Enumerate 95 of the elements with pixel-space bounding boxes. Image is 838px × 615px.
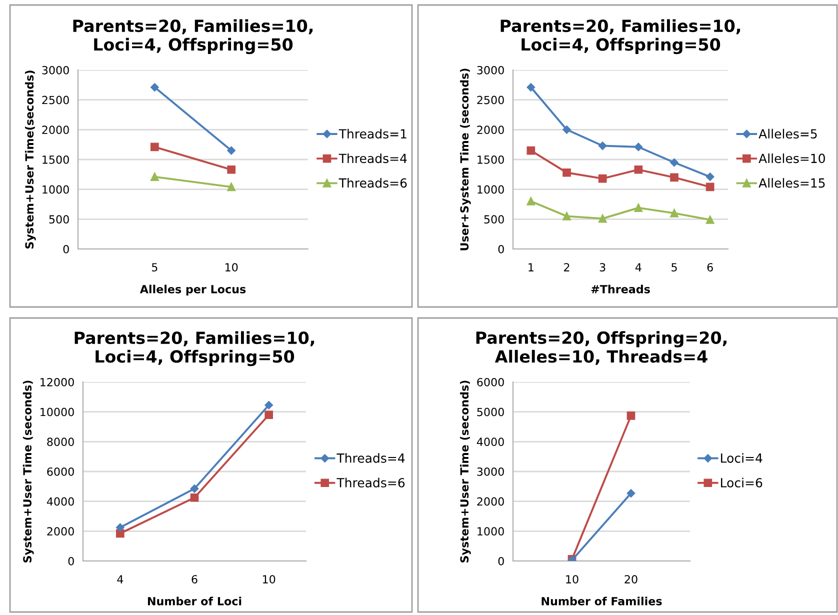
point	[264, 410, 273, 419]
point	[227, 146, 236, 155]
x-tick-label: 4	[635, 263, 642, 272]
chart-title: Parents=20, Families=10, Loci=4, Offspring=50	[500, 19, 740, 54]
point	[634, 165, 643, 174]
legend-label: Alleles=5	[758, 128, 817, 139]
x-tick-label: 10	[225, 263, 238, 272]
y-tick-label: 6000	[477, 378, 504, 386]
legend-label: Threads=6	[336, 478, 405, 488]
y-tick-label: 1000	[478, 185, 504, 194]
y-tick-label: 1000	[42, 185, 69, 194]
y-tick-label: 0	[498, 244, 504, 254]
legend-label: Threads=1	[338, 128, 406, 139]
point	[626, 412, 636, 420]
point	[116, 529, 124, 538]
point	[634, 204, 643, 212]
legend-label: Threads=6	[338, 178, 407, 188]
legend-label: Threads=4	[338, 153, 407, 164]
y-tick-label: 500	[49, 215, 69, 224]
point	[562, 168, 571, 177]
point	[150, 83, 159, 92]
x-tick-label: 10	[262, 575, 276, 584]
y-tick-label: 3000	[477, 66, 504, 74]
y-tick-label: 1500	[478, 155, 504, 164]
point	[264, 400, 273, 410]
y-tick-label: 2000	[42, 126, 69, 134]
point	[598, 214, 607, 223]
x-tick-label: 5	[672, 263, 677, 272]
point	[670, 209, 678, 218]
point	[670, 158, 678, 167]
y-tick-label: 2500	[477, 96, 504, 104]
x-tick-label: 2	[564, 263, 570, 272]
legend-label: Alleles=10	[758, 153, 825, 164]
y-tick-label: 0	[63, 244, 69, 254]
x-tick-label: 20	[624, 575, 638, 584]
y-tick-label: 0	[498, 556, 504, 566]
point	[526, 83, 536, 92]
y-tick-label: 6000	[47, 467, 74, 476]
y-tick-label: 4000	[46, 497, 74, 506]
legend-label: Loci=4	[721, 453, 762, 463]
point	[626, 489, 636, 498]
y-tick-label: 2000	[477, 126, 504, 134]
y-tick-label: 10000	[40, 408, 74, 416]
legend-label: Threads=4	[336, 453, 405, 463]
point	[598, 174, 607, 183]
x-tick-label: 4	[117, 575, 124, 584]
point	[670, 173, 678, 182]
point	[150, 142, 159, 152]
point	[526, 197, 536, 206]
x-tick-label: 3	[600, 263, 606, 272]
y-tick-label: 500	[484, 215, 504, 224]
x-axis-title: Alleles per Locus	[140, 284, 246, 296]
y-axis-title: System+User Time (seconds)	[460, 380, 471, 562]
y-tick-label: 5000	[477, 408, 504, 416]
point	[150, 172, 159, 181]
point	[190, 493, 199, 502]
x-axis-title: Number of Families	[542, 596, 662, 606]
y-axis-title: User+System Time (seconds)	[460, 68, 471, 250]
y-tick-label: 3000	[477, 467, 504, 476]
point	[116, 523, 124, 532]
x-tick-label: 10	[566, 575, 578, 584]
x-tick-label: 6	[192, 575, 198, 584]
y-tick-label: 3000	[42, 66, 69, 74]
x-tick-label: 6	[707, 263, 713, 272]
point	[190, 484, 199, 493]
y-tick-label: 2500	[42, 96, 69, 104]
point	[562, 212, 571, 220]
point	[227, 182, 236, 192]
y-tick-label: 2000	[477, 497, 504, 506]
point	[706, 172, 714, 181]
y-tick-label: 8000	[47, 438, 74, 446]
y-tick-label: 1500	[42, 155, 69, 164]
y-tick-label: 1000	[478, 527, 504, 536]
point	[634, 142, 643, 152]
chart-title: Parents=20, Families=10, Loci=4, Offspring=50	[73, 19, 313, 54]
y-axis-title: System+User Time (seconds)	[22, 380, 34, 562]
point	[706, 182, 714, 192]
point	[562, 126, 571, 134]
y-tick-label: 2000	[47, 527, 74, 536]
x-axis-title: #Threads	[591, 284, 650, 294]
y-axis-title: System+User Time(seconds)	[24, 70, 36, 249]
y-tick-label: 4000	[476, 438, 504, 446]
point	[526, 146, 536, 155]
legend-label: Loci=6	[721, 478, 762, 488]
point	[706, 216, 714, 224]
x-tick-label: 1	[528, 263, 534, 272]
legend-label: Alleles=15	[758, 178, 825, 188]
point	[598, 142, 607, 150]
chart-title: Parents=20, Offspring=20, Alleles=10, Threads=4	[476, 331, 726, 365]
y-tick-label: 12000	[40, 378, 74, 386]
point	[227, 165, 236, 174]
x-tick-label: 5	[152, 263, 158, 272]
y-tick-label: 0	[68, 556, 74, 566]
chart-title: Parents=20, Families=10, Loci=4, Offspring=50	[74, 331, 314, 366]
x-axis-title: Number of Loci	[148, 596, 242, 606]
